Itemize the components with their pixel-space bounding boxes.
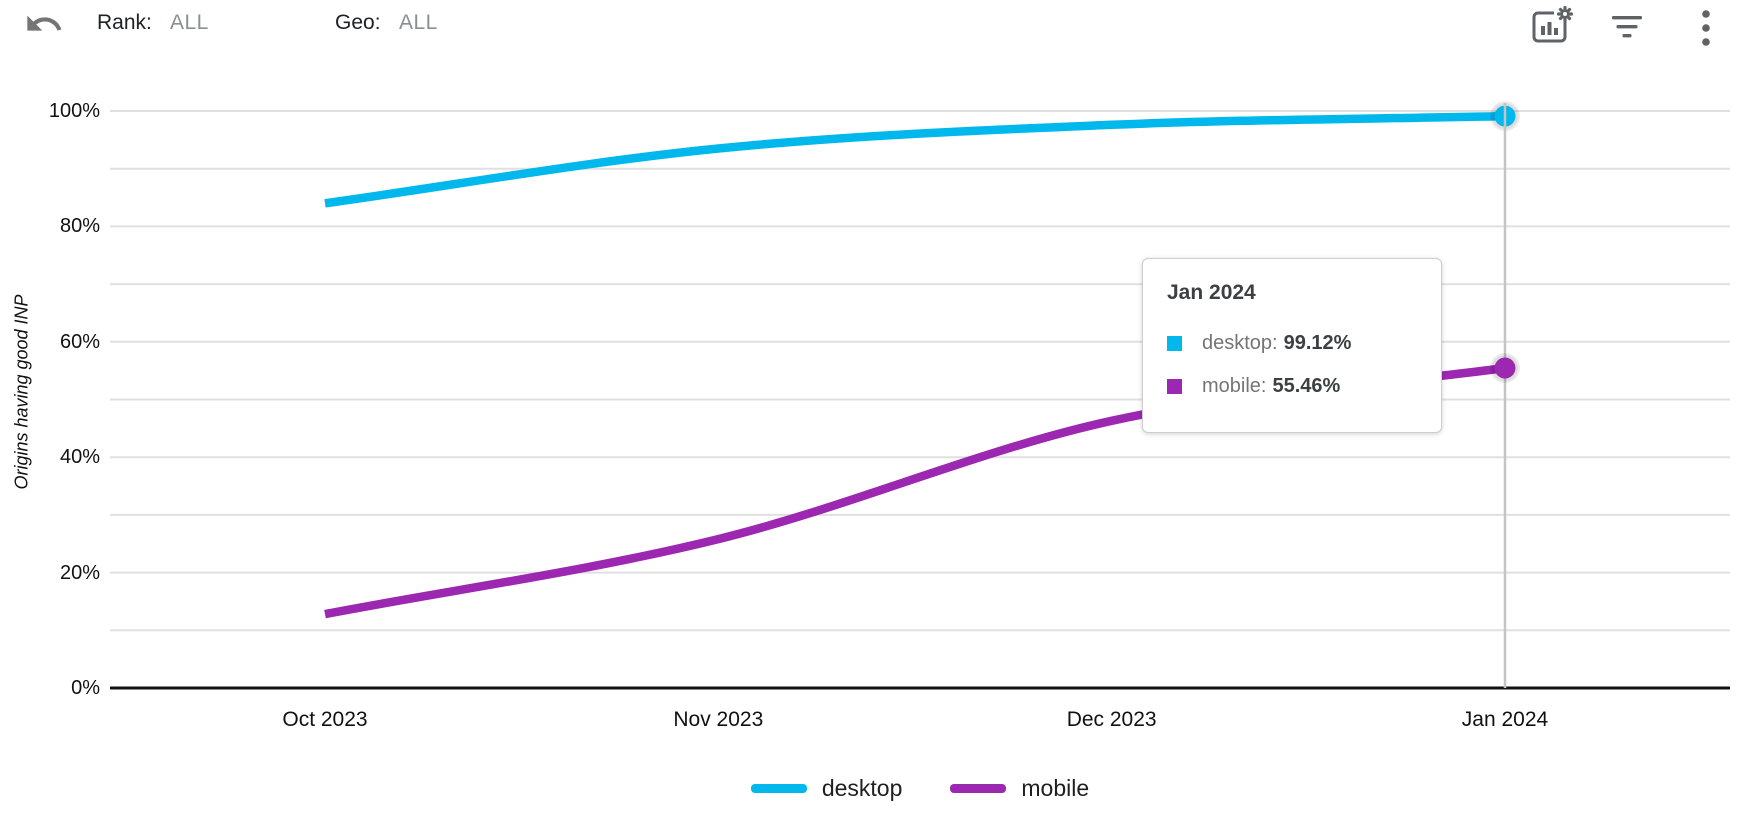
geo-filter-value[interactable]: ALL bbox=[399, 11, 438, 34]
legend-swatch bbox=[750, 783, 807, 793]
legend-item-desktop: desktop bbox=[750, 774, 903, 802]
y-tick-label: 40% bbox=[59, 446, 100, 469]
chart-settings-button[interactable] bbox=[1530, 5, 1576, 47]
y-axis-title: Origins having good INP bbox=[11, 294, 32, 490]
series-swatch bbox=[1167, 378, 1182, 394]
x-tick-label: Jan 2024 bbox=[1461, 708, 1549, 731]
rank-filter-value[interactable]: ALL bbox=[170, 11, 209, 34]
series-swatch bbox=[1167, 335, 1182, 351]
x-tick-label: Nov 2023 bbox=[673, 708, 764, 731]
x-tick-label: Oct 2023 bbox=[282, 708, 368, 731]
more-vert-icon bbox=[1702, 10, 1710, 46]
undo-icon bbox=[27, 15, 62, 31]
series-line-desktop bbox=[324, 111, 1506, 208]
inp-timeseries-chart: Origins having good INP 100% 80% 60% 40% 20%… bbox=[0, 56, 1752, 826]
filter-button[interactable] bbox=[1609, 14, 1645, 40]
chart-tooltip: Jan 2024 desktop: 99.12% mobile: 55.46% bbox=[1142, 258, 1442, 433]
y-tick-label: 20% bbox=[59, 561, 100, 584]
y-tick-label: 80% bbox=[59, 215, 100, 238]
data-point-mobile bbox=[1490, 353, 1520, 383]
more-options-button[interactable] bbox=[1699, 9, 1713, 47]
tooltip-title: Jan 2024 bbox=[1167, 281, 1256, 304]
filter-icon bbox=[1612, 16, 1642, 38]
y-tick-label: 100% bbox=[48, 100, 100, 122]
legend-item-mobile: mobile bbox=[950, 775, 1089, 802]
y-tick-label: 60% bbox=[59, 330, 100, 353]
geo-filter-label: Geo: bbox=[335, 11, 381, 34]
tooltip-row-mobile: mobile: 55.46% bbox=[1167, 372, 1417, 400]
undo-button[interactable] bbox=[24, 4, 64, 44]
y-tick-label: 0% bbox=[71, 677, 100, 699]
chart-legend: desktop mobile bbox=[110, 770, 1730, 806]
legend-label: desktop bbox=[821, 774, 903, 801]
tooltip-rows: desktop: 99.12% mobile: 55.46% bbox=[1167, 329, 1417, 400]
tooltip-series-label: desktop: bbox=[1202, 331, 1278, 354]
tooltip-series-label: mobile: bbox=[1202, 374, 1267, 397]
rank-filter-label: Rank: bbox=[97, 11, 152, 34]
x-tick-label: Dec 2023 bbox=[1066, 708, 1157, 731]
tooltip-series-value: 99.12% bbox=[1283, 331, 1352, 354]
tooltip-series-value: 55.46% bbox=[1272, 374, 1341, 397]
chart-settings-icon bbox=[1532, 5, 1576, 43]
legend-label: mobile bbox=[1021, 774, 1090, 801]
tooltip-row-desktop: desktop: 99.12% bbox=[1167, 329, 1417, 357]
toolbar: Rank: ALL Geo: ALL bbox=[0, 0, 1752, 56]
legend-swatch bbox=[950, 783, 1007, 793]
